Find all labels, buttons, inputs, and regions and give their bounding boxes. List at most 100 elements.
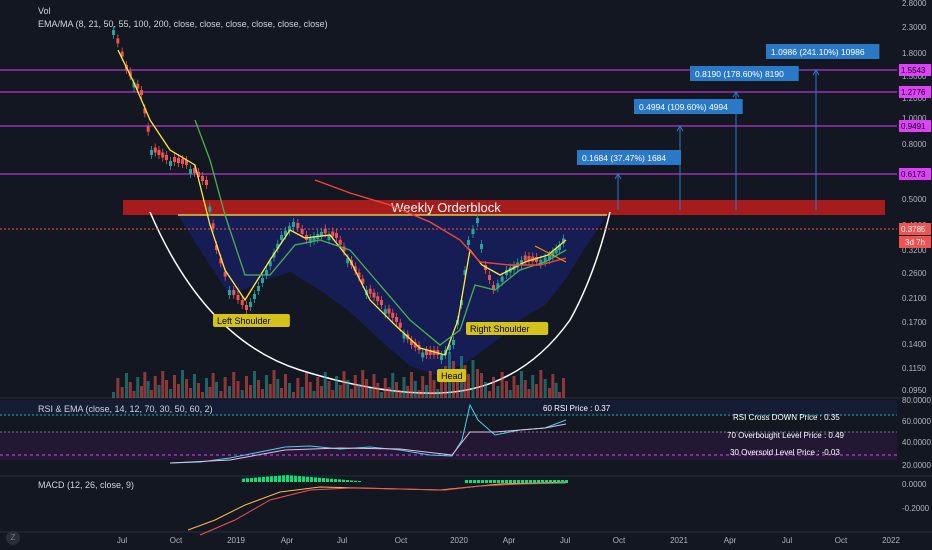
volume-bar xyxy=(395,382,398,398)
macd-histogram-bar xyxy=(262,476,265,482)
rsi-annotation: 70 Overbought Level Price : 0.49 xyxy=(727,431,845,440)
target-arrowhead xyxy=(732,91,740,98)
rsi-line xyxy=(169,403,567,464)
time-tick: 2021 xyxy=(670,536,688,545)
candle-body xyxy=(253,294,256,299)
volume-bar xyxy=(508,390,512,398)
volume-bar xyxy=(128,382,132,398)
volume-bar xyxy=(288,383,291,398)
candle-body xyxy=(520,260,523,265)
candle-body xyxy=(169,161,172,166)
candle-body xyxy=(193,168,196,173)
candle-body xyxy=(488,275,491,280)
volume-bar xyxy=(406,386,410,398)
candle-body xyxy=(215,245,218,250)
price-tick: 2.3000 xyxy=(902,23,927,32)
volume-bar xyxy=(331,390,335,398)
price-tick: 0.1150 xyxy=(902,364,926,373)
price-tick: 2.8000 xyxy=(902,0,927,8)
candle-body xyxy=(185,160,188,165)
price-tick: 0.1400 xyxy=(902,340,927,349)
macd-histogram-bar xyxy=(549,480,552,483)
level-label: 0.9491 xyxy=(901,122,926,131)
ema-ma-label[interactable]: EMA/MA (8, 21, 50, 55, 100, 200, close, … xyxy=(38,19,328,29)
candle-body xyxy=(240,300,244,305)
candle-body xyxy=(140,90,143,95)
volume-bar xyxy=(558,392,561,398)
macd-histogram-bar xyxy=(533,480,536,483)
volume-bar xyxy=(543,379,547,398)
macd-histogram-bar xyxy=(481,480,484,483)
left-shoulder-label: Left Shoulder xyxy=(217,316,271,326)
candle-body xyxy=(353,266,357,272)
time-tick: Apr xyxy=(724,536,737,545)
macd-histogram-bar xyxy=(290,475,293,482)
volume-bar xyxy=(261,389,264,398)
volume-bar xyxy=(357,384,361,398)
time-tick: Jul xyxy=(782,536,792,545)
volume-bar xyxy=(136,377,140,398)
volume-bar xyxy=(305,373,308,398)
candle-body xyxy=(223,271,227,277)
volume-bar xyxy=(205,378,208,398)
volume-bar xyxy=(421,376,425,398)
macd-histogram-bar xyxy=(529,480,532,483)
timezone-icon[interactable]: Z xyxy=(6,531,20,545)
candle-body xyxy=(312,236,316,241)
rsi-ema-label[interactable]: RSI & EMA (close, 14, 12, 70, 30, 50, 60… xyxy=(38,404,213,414)
volume-bar xyxy=(292,392,295,398)
macd-histogram-bar xyxy=(354,480,357,482)
macd-histogram-bar xyxy=(278,475,281,482)
volume-bar xyxy=(376,383,380,398)
volume-bar xyxy=(327,381,331,398)
volume-bar xyxy=(338,385,342,398)
candle-body xyxy=(391,312,395,318)
macd-tick: 0.0000 xyxy=(902,480,927,489)
time-tick: Jul xyxy=(117,536,127,545)
time-tick: Oct xyxy=(835,536,848,545)
volume-bar xyxy=(165,380,168,398)
candle-body xyxy=(116,38,120,44)
candle-body xyxy=(335,233,338,238)
macd-label[interactable]: MACD (12, 26, close, 9) xyxy=(38,480,135,490)
target-box xyxy=(577,150,681,165)
volume-bar xyxy=(531,375,535,398)
price-tick: 0.1700 xyxy=(902,318,927,327)
candle-body xyxy=(543,257,547,263)
vol-label[interactable]: Vol xyxy=(38,6,51,16)
rsi-tick: 60.0000 xyxy=(902,417,931,426)
volume-bar xyxy=(484,382,487,398)
candle-body xyxy=(535,257,538,262)
macd-histogram-bar xyxy=(270,476,273,482)
macd-histogram-bar xyxy=(338,479,341,482)
volume-bar xyxy=(539,370,543,398)
candle-body xyxy=(288,226,291,232)
target-box xyxy=(634,99,743,114)
candle-body xyxy=(300,229,304,234)
trendline xyxy=(534,245,567,263)
volume-bar xyxy=(551,374,555,398)
volume-bar xyxy=(387,387,391,398)
candle-body xyxy=(331,231,335,237)
candle-body xyxy=(448,345,451,350)
candle-body xyxy=(551,251,555,257)
volume-bar xyxy=(116,378,120,398)
orderblock-label: Weekly Orderblock xyxy=(391,200,501,215)
volume-bar xyxy=(197,383,200,398)
candle-body xyxy=(232,290,236,295)
target-box xyxy=(766,44,880,59)
volume-bar xyxy=(383,378,387,398)
candle-body xyxy=(153,147,157,153)
candle-body xyxy=(146,126,150,132)
macd-histogram-bar xyxy=(525,480,528,483)
candle-body xyxy=(440,355,443,360)
volume-bar xyxy=(467,374,470,398)
candle-body xyxy=(527,256,531,261)
macd-line xyxy=(187,481,567,531)
volume-bar xyxy=(554,383,558,398)
volume-bar xyxy=(215,382,218,398)
target-box xyxy=(690,66,799,81)
macd-histogram-bar xyxy=(326,478,329,482)
macd-histogram-bar xyxy=(330,478,333,482)
